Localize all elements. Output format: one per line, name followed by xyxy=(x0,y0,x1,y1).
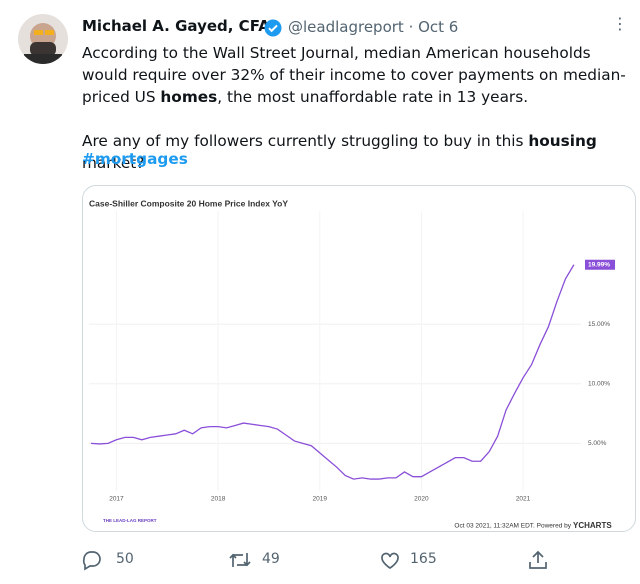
share-icon[interactable] xyxy=(527,549,549,571)
more-button[interactable]: ⋮ xyxy=(612,14,628,33)
retweet-icon[interactable] xyxy=(228,549,252,571)
like-count: 165 xyxy=(410,551,437,567)
x-tick-label: 2017 xyxy=(109,496,124,503)
avatar-image xyxy=(24,23,62,64)
retweet-count: 49 xyxy=(262,551,280,567)
value-label-box xyxy=(585,259,615,270)
tweet-text: According to the Wall Street Journal, me… xyxy=(82,42,634,196)
logo-text: THE LEAD-LAG REPORT xyxy=(103,518,157,523)
text: market? xyxy=(82,154,145,172)
like-icon[interactable] xyxy=(378,549,402,571)
y-tick-label: 15.00% xyxy=(588,321,610,328)
user-name[interactable]: Michael A. Gayed, CFA xyxy=(82,17,270,35)
verified-badge xyxy=(264,19,282,37)
hashtag[interactable]: #mortgages xyxy=(82,150,188,168)
line xyxy=(90,264,575,480)
bold-text: homes xyxy=(160,88,218,106)
text: Are any of my followers currently strugg… xyxy=(82,132,529,150)
y-tick-label: 10.00% xyxy=(588,380,610,387)
chart: Case-Shiller Composite 20 Home Price Ind… xyxy=(89,198,615,530)
y-tick-label: 5.00% xyxy=(588,440,607,447)
x-tick-label: 2021 xyxy=(516,496,531,503)
bold-text: housing xyxy=(528,132,597,150)
paragraph: According to the Wall Street Journal, me… xyxy=(82,42,634,108)
chart-card[interactable]: Case-Shiller Composite 20 Home Price Ind… xyxy=(82,185,636,532)
brand: YCHARTS xyxy=(573,521,612,530)
text: According to the Wall Street Journal, me… xyxy=(82,44,626,106)
reply-icon[interactable] xyxy=(80,549,102,571)
x-tick-label: 2020 xyxy=(414,496,429,503)
handle-and-date[interactable]: @leadlagreport · Oct 6 xyxy=(288,18,459,36)
x-tick-label: 2019 xyxy=(313,496,328,503)
footer: Oct 03 2021, 11:32AM EDT. Powered by xyxy=(454,523,571,530)
x-tick-label: 2018 xyxy=(211,496,226,503)
reply-count: 50 xyxy=(116,551,134,567)
text: , the most unaffordable rate in 13 years… xyxy=(217,88,529,106)
value-label: 19.99% xyxy=(588,261,610,268)
avatar[interactable] xyxy=(18,14,68,64)
chart-title: Case-Shiller Composite 20 Home Price Ind… xyxy=(89,198,288,208)
paragraph: Are any of my followers currently strugg… xyxy=(82,130,634,174)
